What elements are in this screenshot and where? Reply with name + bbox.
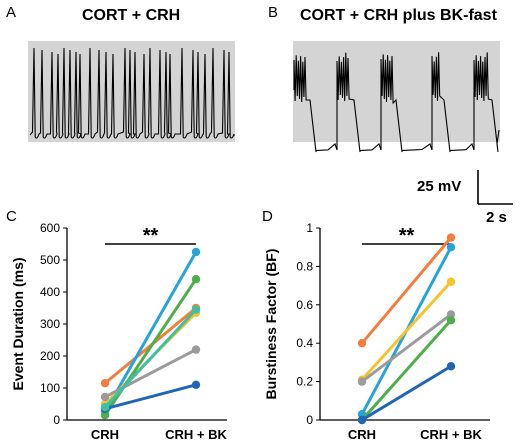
voltage-trace-b <box>293 52 500 153</box>
y-tick-label: 500 <box>40 253 60 267</box>
scale-bar <box>477 170 513 205</box>
x-tick-label: CRH + BK <box>420 427 482 442</box>
data-point <box>100 392 110 402</box>
significance-label: ** <box>143 225 159 247</box>
data-point <box>446 315 456 325</box>
y-tick-label: 1 <box>306 221 313 235</box>
data-point <box>446 277 456 286</box>
data-point <box>191 345 201 354</box>
data-point <box>191 305 201 314</box>
data-point <box>357 415 367 425</box>
scale-time-label: 2 s <box>486 209 507 226</box>
data-point <box>100 403 110 412</box>
trace-panel-a <box>28 41 235 142</box>
series-line <box>360 319 453 421</box>
y-tick-label: 400 <box>40 285 60 299</box>
chart-c-event-duration: 0 100 200 300 400 500 600 Event Duration (ms) CR… <box>10 221 227 442</box>
y-tick-label: 100 <box>40 381 60 395</box>
y-tick-label: 600 <box>40 221 60 235</box>
significance-label: ** <box>399 225 415 247</box>
panel-letter-b: B <box>268 4 279 21</box>
data-point <box>446 310 456 319</box>
data-point <box>191 247 201 257</box>
chart-d-burstiness: 0 0.2 0.4 0.6 0.8 1 Burstiness Factor (BF) CRH C… <box>263 221 490 442</box>
y-tick-label: 300 <box>40 317 60 331</box>
y-tick-label: 0 <box>306 413 313 427</box>
y-tick-label: 0.8 <box>296 259 313 273</box>
y-axis-label: Burstiness Factor (BF) <box>263 249 279 400</box>
series-line <box>103 308 198 409</box>
data-point <box>191 275 201 284</box>
series-line <box>361 364 452 422</box>
series-line <box>360 236 453 345</box>
panel-letter-d: D <box>262 208 273 225</box>
y-tick-label: 0.4 <box>296 336 313 350</box>
scale-voltage-label: 25 mV <box>417 178 462 195</box>
panel-letter-c: C <box>6 208 17 225</box>
voltage-trace-a <box>29 47 235 139</box>
series-line <box>104 383 197 411</box>
data-point <box>357 339 367 348</box>
x-tick-label: CRH <box>91 427 119 442</box>
data-point <box>100 411 110 420</box>
x-tick-label: CRH <box>348 427 376 442</box>
trace-panel-b <box>293 41 500 153</box>
data-point <box>100 379 110 388</box>
y-tick-label: 200 <box>40 349 60 363</box>
data-point <box>446 233 456 242</box>
panel-a-title: CORT + CRH <box>82 7 181 24</box>
series-line <box>103 251 198 413</box>
series-line <box>103 278 198 417</box>
series-line <box>360 280 453 381</box>
y-tick-label: 0 <box>53 413 60 427</box>
panel-letter-a: A <box>6 4 17 21</box>
y-axis-label: Event Duration (ms) <box>10 257 26 390</box>
data-point <box>191 380 201 389</box>
data-point <box>357 377 367 386</box>
y-tick-label: 0.6 <box>296 298 313 312</box>
shaded-region-b <box>293 41 500 142</box>
data-point <box>446 362 456 371</box>
data-point <box>446 243 456 252</box>
series-line <box>361 313 452 383</box>
panel-b-title: CORT + CRH plus BK-fast <box>300 7 497 24</box>
y-tick-label: 0.2 <box>296 375 313 389</box>
x-tick-label: CRH + BK <box>165 427 227 442</box>
